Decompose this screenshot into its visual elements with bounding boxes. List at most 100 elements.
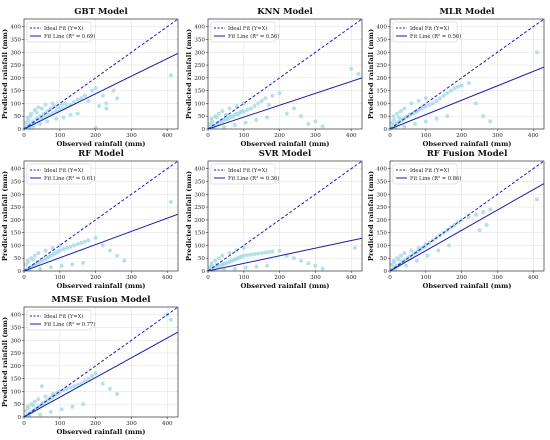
scatter-point — [26, 118, 31, 123]
x-tick-label: 300 — [126, 275, 137, 281]
y-tick-label: 400 — [10, 25, 21, 31]
y-tick-label: 400 — [376, 25, 387, 31]
scatter-points — [208, 245, 357, 271]
chart-title: MMSE Fusion Model — [52, 295, 152, 305]
scatter-point — [390, 120, 394, 125]
scatter-point — [54, 109, 59, 114]
scatter-point — [208, 121, 212, 126]
x-tick-label: 0 — [22, 421, 26, 427]
chart-title: MLR Model — [439, 7, 495, 17]
scatter-point — [43, 102, 48, 107]
x-tick-label: 200 — [90, 133, 101, 139]
scatter-points — [390, 50, 539, 129]
ideal-fit-line — [24, 307, 178, 417]
scatter-point — [86, 98, 91, 103]
scatter-point — [245, 107, 250, 112]
scatter-point — [79, 96, 84, 101]
x-tick-label: 400 — [346, 275, 357, 281]
x-tick-label: 0 — [206, 133, 210, 139]
legend-label: Fit Line (R² = 0.77) — [44, 321, 95, 328]
x-tick-label: 400 — [162, 133, 173, 139]
y-tick-label: 100 — [194, 243, 205, 249]
scatter-point — [425, 253, 430, 258]
scatter-point — [48, 265, 53, 270]
scatter-point — [213, 258, 218, 263]
scatter-point — [36, 251, 41, 256]
y-tick-label: 150 — [194, 231, 205, 237]
scatter-point — [81, 260, 86, 265]
legend-label: Ideal Fit (Y=X) — [228, 167, 267, 174]
y-tick-label: 350 — [376, 37, 387, 43]
scatter-point — [232, 123, 237, 128]
scatter-point — [115, 96, 120, 101]
y-tick-label: 300 — [10, 50, 21, 56]
chart-panel: 0 100 200 300 400 0 50 100 150 200 250 300 350 400 GBT… — [1, 7, 179, 148]
scatter-point — [248, 106, 253, 111]
chart-title: RF Fusion Model — [427, 149, 508, 159]
scatter-point — [210, 119, 215, 124]
scatter-point — [423, 242, 428, 247]
x-axis-label: Observed rainfall (mm) — [57, 428, 146, 436]
scatter-point — [259, 251, 264, 256]
scatter-point — [50, 101, 55, 106]
scatter-point — [75, 111, 80, 116]
scatter-point — [45, 119, 50, 124]
y-tick-label: 300 — [376, 50, 387, 56]
scatter-point — [409, 101, 414, 106]
scatter-point — [391, 114, 396, 119]
scatter-point — [488, 119, 493, 124]
scatter-point — [488, 207, 493, 212]
chart-title: KNN Model — [257, 7, 313, 17]
scatter-point — [227, 251, 232, 256]
scatter-point — [434, 98, 439, 103]
y-tick-label: 400 — [194, 25, 205, 31]
scatter-point — [291, 256, 296, 261]
x-axis-label: Observed rainfall (mm) — [57, 140, 146, 148]
y-tick-label: 100 — [376, 243, 387, 249]
legend-label: Ideal Fit (Y=X) — [44, 313, 83, 320]
legend-label: Fit Line (R² = 0.69) — [44, 33, 95, 40]
scatter-point — [54, 116, 59, 121]
scatter-point — [30, 403, 35, 408]
x-axis-label: Observed rainfall (mm) — [423, 140, 512, 148]
scatter-point — [82, 379, 87, 384]
y-tick-label: 200 — [376, 218, 387, 224]
y-tick-label: 300 — [10, 338, 21, 344]
scatter-point — [32, 399, 37, 404]
scatter-point — [93, 371, 98, 376]
scatter-point — [241, 245, 246, 250]
scatter-point — [241, 253, 246, 258]
scatter-point — [252, 103, 257, 108]
scatter-point — [64, 245, 69, 250]
legend-label: Ideal Fit (Y=X) — [410, 25, 449, 32]
scatter-point — [481, 114, 486, 119]
chart-title: SVR Model — [259, 149, 312, 159]
scatter-point — [30, 257, 35, 262]
scatter-point — [168, 199, 173, 204]
scatter-point — [26, 406, 31, 411]
scatter-point — [72, 243, 77, 248]
fit-line — [390, 183, 544, 271]
scatter-point — [427, 102, 432, 107]
plot-frame — [23, 18, 179, 130]
scatter-point — [38, 266, 43, 271]
ideal-fit-line — [208, 161, 362, 271]
scatter-point — [534, 50, 539, 55]
scatter-point — [97, 103, 102, 108]
x-tick-label: 100 — [238, 133, 249, 139]
scatter-point — [24, 262, 28, 267]
ideal-fit-line — [24, 161, 178, 271]
scatter-point — [82, 93, 87, 98]
y-tick-label: 100 — [376, 101, 387, 107]
scatter-point — [26, 260, 31, 265]
y-tick-label: 350 — [10, 37, 21, 43]
legend-box — [210, 163, 276, 185]
y-tick-label: 250 — [194, 63, 205, 69]
scatter-point — [100, 93, 105, 98]
x-tick-label: 200 — [456, 133, 467, 139]
y-axis-label: Predicted rainfall (mm) — [185, 171, 193, 261]
scatter-point — [441, 93, 446, 98]
y-tick-label: 50 — [380, 256, 388, 262]
x-tick-label: 100 — [54, 421, 65, 427]
fit-line — [208, 237, 362, 271]
